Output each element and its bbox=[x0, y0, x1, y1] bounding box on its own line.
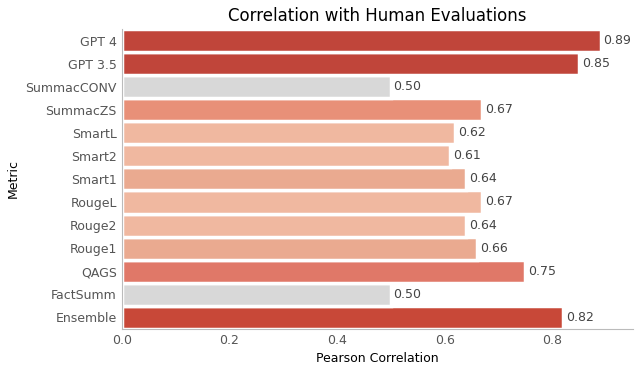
Text: 0.50: 0.50 bbox=[394, 80, 422, 93]
Y-axis label: Metric: Metric bbox=[7, 160, 20, 198]
Text: 0.64: 0.64 bbox=[469, 173, 497, 186]
Bar bbox=[122, 190, 483, 214]
Bar bbox=[122, 167, 466, 190]
Text: 0.82: 0.82 bbox=[566, 311, 594, 324]
Text: 0.67: 0.67 bbox=[485, 196, 513, 208]
Text: 0.61: 0.61 bbox=[452, 150, 481, 163]
Text: 0.50: 0.50 bbox=[394, 288, 422, 301]
Text: 0.64: 0.64 bbox=[469, 218, 497, 231]
Bar bbox=[122, 52, 579, 76]
Bar bbox=[122, 98, 483, 121]
Bar bbox=[122, 306, 563, 328]
Bar bbox=[122, 214, 466, 237]
X-axis label: Pearson Correlation: Pearson Correlation bbox=[316, 352, 438, 365]
Text: 0.62: 0.62 bbox=[458, 126, 486, 140]
Bar bbox=[122, 260, 525, 283]
Bar bbox=[122, 144, 450, 167]
Text: 0.85: 0.85 bbox=[582, 57, 610, 70]
Bar bbox=[122, 121, 456, 144]
Text: 0.89: 0.89 bbox=[604, 34, 631, 47]
Title: Correlation with Human Evaluations: Correlation with Human Evaluations bbox=[228, 7, 527, 25]
Text: 0.67: 0.67 bbox=[485, 103, 513, 116]
Text: 0.66: 0.66 bbox=[479, 241, 508, 254]
Bar bbox=[122, 29, 601, 52]
Bar bbox=[122, 283, 391, 306]
Bar bbox=[122, 76, 391, 98]
Text: 0.75: 0.75 bbox=[528, 264, 556, 278]
Bar bbox=[122, 237, 477, 260]
